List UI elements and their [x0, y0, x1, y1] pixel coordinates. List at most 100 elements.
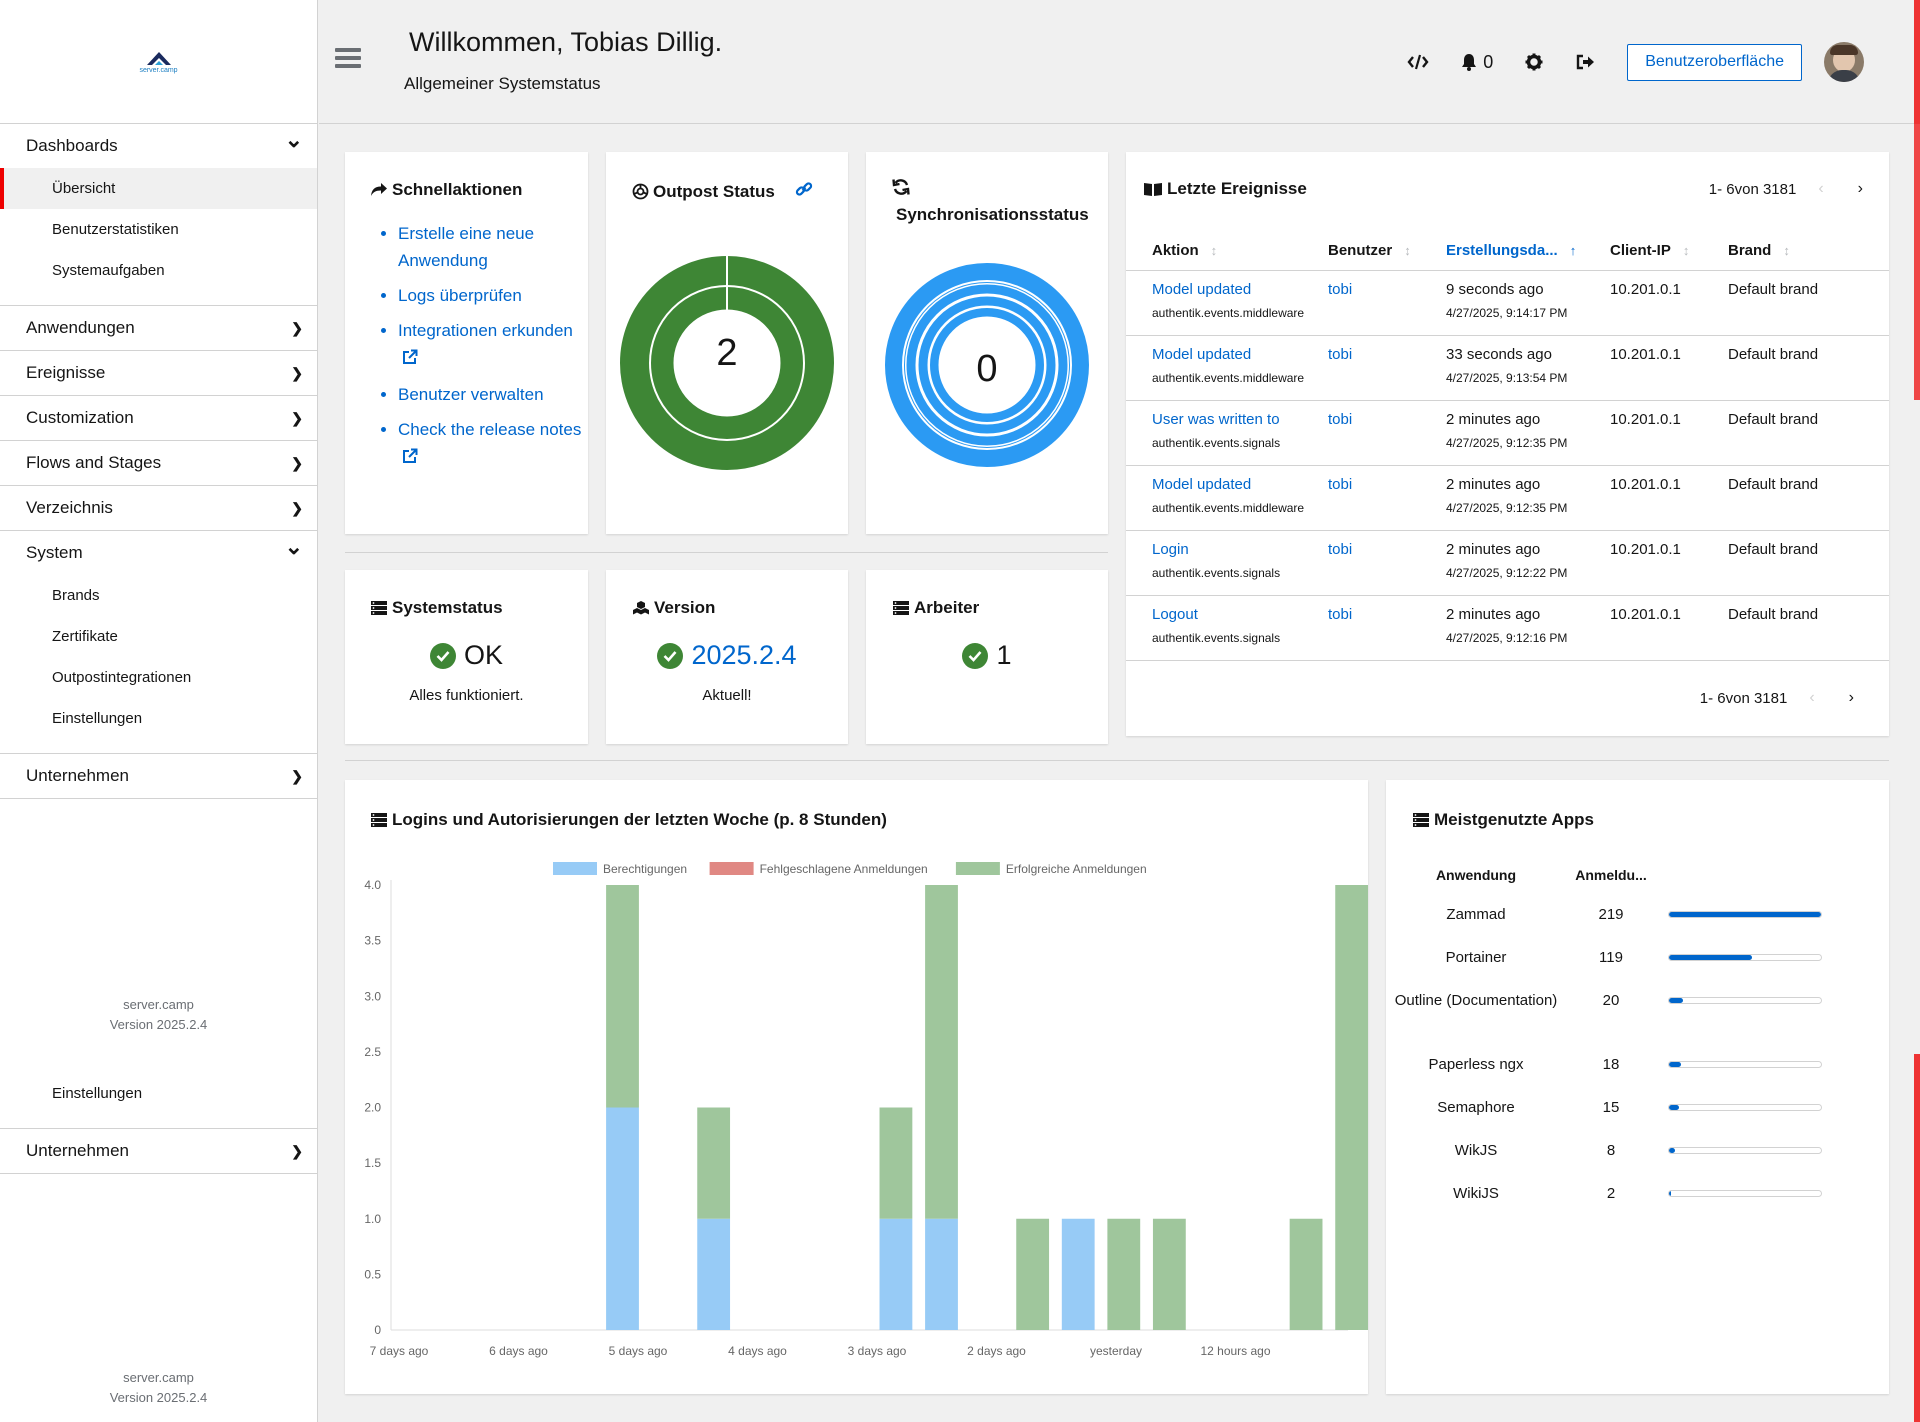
logo-text: server.camp	[139, 67, 178, 74]
sidebar-item-brands[interactable]: Brands	[52, 587, 100, 604]
bar-berechtigungen[interactable]	[1061, 1218, 1095, 1330]
quick-action-link[interactable]: Erstelle eine neue Anwendung	[398, 224, 535, 270]
sidebar-group-toggle[interactable]: Unternehmen ❯	[0, 754, 317, 798]
bar-erfolgreiche-anmeldungen[interactable]	[1289, 1218, 1323, 1330]
event-user-link[interactable]: tobi	[1328, 346, 1353, 363]
table-row[interactable]: Login authentik.events.signals tobi 2 minut…	[1126, 531, 1889, 596]
sidebar-group-toggle[interactable]: Flows and Stages ❯	[0, 441, 317, 485]
bar-berechtigungen[interactable]	[879, 1218, 913, 1330]
col-header-created[interactable]: Erstellungsda... ↑	[1446, 242, 1577, 259]
col-header-user[interactable]: Benutzer ↕	[1328, 242, 1411, 259]
table-row[interactable]: User was written to authentik.events.sign…	[1126, 401, 1889, 466]
bar-erfolgreiche-anmeldungen[interactable]	[1107, 1218, 1141, 1330]
col-header-application[interactable]: Anwendung	[1435, 867, 1517, 883]
avatar[interactable]	[1824, 42, 1864, 82]
event-user-link[interactable]: tobi	[1328, 281, 1353, 298]
bar-erfolgreiche-anmeldungen[interactable]	[606, 885, 639, 1108]
app-login-count: 219	[1598, 906, 1624, 923]
code-icon[interactable]	[1407, 53, 1429, 71]
sidebar-group-toggle[interactable]: Customization ❯	[0, 396, 317, 440]
sidebar-item-einstellungen-2[interactable]: Einstellungen	[52, 1085, 143, 1102]
prev-page-icon[interactable]: ‹	[1818, 180, 1824, 197]
event-user-link[interactable]: tobi	[1328, 411, 1353, 428]
table-row[interactable]: Model updated authentik.events.middleware…	[1126, 271, 1889, 336]
pagination-top: 1- 6von 3181 ‹ ›	[1709, 180, 1863, 198]
event-user-link[interactable]: tobi	[1328, 606, 1353, 623]
bar-berechtigungen[interactable]	[606, 1107, 639, 1331]
hamburger-menu-icon[interactable]	[335, 48, 361, 68]
quick-action-item: Logs überprüfen	[398, 282, 588, 309]
sign-out-icon[interactable]	[1575, 53, 1595, 71]
prev-page-icon[interactable]: ‹	[1809, 689, 1815, 706]
next-page-icon[interactable]: ›	[1857, 180, 1863, 197]
bar-erfolgreiche-anmeldungen[interactable]	[697, 1107, 731, 1219]
table-row[interactable]: Logout authentik.events.signals tobi 2 minu…	[1126, 596, 1889, 661]
next-page-icon[interactable]: ›	[1848, 689, 1854, 706]
pagination-info: 1- 6von 3181	[1699, 689, 1788, 707]
bar-erfolgreiche-anmeldungen[interactable]	[1152, 1218, 1186, 1330]
event-action-link[interactable]: Model updated	[1152, 281, 1252, 298]
y-tick-label: 2.5	[364, 1045, 381, 1059]
quick-action-link[interactable]: Benutzer verwalten	[398, 385, 544, 404]
bar-erfolgreiche-anmeldungen[interactable]	[1016, 1218, 1050, 1330]
brand-logo[interactable]: server.camp	[0, 0, 317, 124]
event-absolute-time: 4/27/2025, 9:13:54 PM	[1446, 371, 1568, 385]
check-circle-icon	[429, 642, 456, 669]
bar-erfolgreiche-anmeldungen[interactable]	[925, 885, 958, 1219]
event-action-link[interactable]: User was written to	[1152, 411, 1280, 428]
sidebar-item-einstellungen[interactable]: Einstellungen	[52, 710, 143, 727]
outpost-status-card: Outpost Status 2	[606, 152, 848, 534]
section-divider	[345, 552, 1108, 553]
event-created-cell: 2 minutes ago 4/27/2025, 9:12:16 PM	[1446, 606, 1610, 660]
notifications-button[interactable]: 0	[1461, 52, 1493, 73]
bar-erfolgreiche-anmeldungen[interactable]	[879, 1107, 913, 1219]
link-icon[interactable]	[795, 180, 813, 203]
sidebar-group-toggle[interactable]: Verzeichnis ❯	[0, 486, 317, 530]
sidebar-item-benutzerstatistiken[interactable]: Benutzerstatistiken	[52, 221, 179, 238]
bar-berechtigungen[interactable]	[925, 1218, 958, 1330]
quick-action-link[interactable]: Logs überprüfen	[398, 286, 522, 305]
col-header-logins[interactable]: Anmeldu...	[1575, 867, 1647, 883]
user-interface-button[interactable]: Benutzeroberfläche	[1627, 43, 1802, 81]
sidebar-item-systemaufgaben[interactable]: Systemaufgaben	[52, 262, 165, 279]
table-row[interactable]: Model updated authentik.events.middleware…	[1126, 466, 1889, 531]
legend-label: Fehlgeschlagene Anmeldungen	[760, 862, 928, 876]
bar-berechtigungen[interactable]	[697, 1218, 731, 1330]
event-relative-time: 2 minutes ago	[1446, 476, 1541, 493]
col-header-client-ip[interactable]: Client-IP ↕	[1610, 242, 1690, 259]
table-row[interactable]: Model updated authentik.events.middleware…	[1126, 336, 1889, 401]
event-action-link[interactable]: Model updated	[1152, 476, 1252, 493]
version-title: Version	[654, 598, 716, 617]
sidebar-item-übersicht[interactable]: Übersicht	[0, 168, 317, 209]
event-user-link[interactable]: tobi	[1328, 541, 1353, 558]
quick-action-item: Benutzer verwalten	[398, 381, 588, 408]
quick-action-link[interactable]: Check the release notes	[398, 420, 582, 439]
sidebar-group-toggle[interactable]: Ereignisse ❯	[0, 351, 317, 395]
external-link-icon[interactable]	[402, 445, 418, 472]
quick-action-link[interactable]: Integrationen erkunden	[398, 321, 573, 340]
event-action-link[interactable]: Login	[1152, 541, 1189, 558]
x-tick-label: 6 days ago	[489, 1344, 548, 1358]
gear-icon[interactable]	[1525, 53, 1543, 71]
sidebar-group-toggle[interactable]: Dashboards ⌄	[0, 124, 317, 168]
event-action-link[interactable]: Model updated	[1152, 346, 1252, 363]
event-user-link[interactable]: tobi	[1328, 476, 1353, 493]
sidebar-group-toggle[interactable]: Anwendungen ❯	[0, 306, 317, 350]
external-link-icon[interactable]	[402, 346, 418, 373]
event-action-link[interactable]: Logout	[1152, 606, 1198, 623]
col-header-brand[interactable]: Brand ↕	[1728, 242, 1790, 259]
app-login-count: 119	[1599, 949, 1623, 966]
bar-erfolgreiche-anmeldungen[interactable]	[1335, 885, 1368, 1330]
workers-count: 1	[996, 640, 1012, 670]
col-header-action[interactable]: Aktion ↕	[1152, 242, 1218, 259]
event-brand: Default brand	[1728, 476, 1819, 493]
app-name: WikJS	[1454, 1142, 1498, 1159]
chevron-right-icon: ❯	[291, 319, 303, 336]
event-brand: Default brand	[1728, 411, 1819, 428]
sidebar-group-unternehmen-2[interactable]: Unternehmen ❯	[0, 1129, 317, 1174]
event-relative-time: 33 seconds ago	[1446, 346, 1552, 363]
sidebar-item-zertifikate[interactable]: Zertifikate	[52, 628, 118, 645]
sidebar-item-outpostintegrationen[interactable]: Outpostintegrationen	[52, 669, 192, 686]
sidebar-group-toggle[interactable]: System ⌄	[0, 531, 317, 575]
version-link[interactable]: 2025.2.4	[691, 640, 797, 670]
